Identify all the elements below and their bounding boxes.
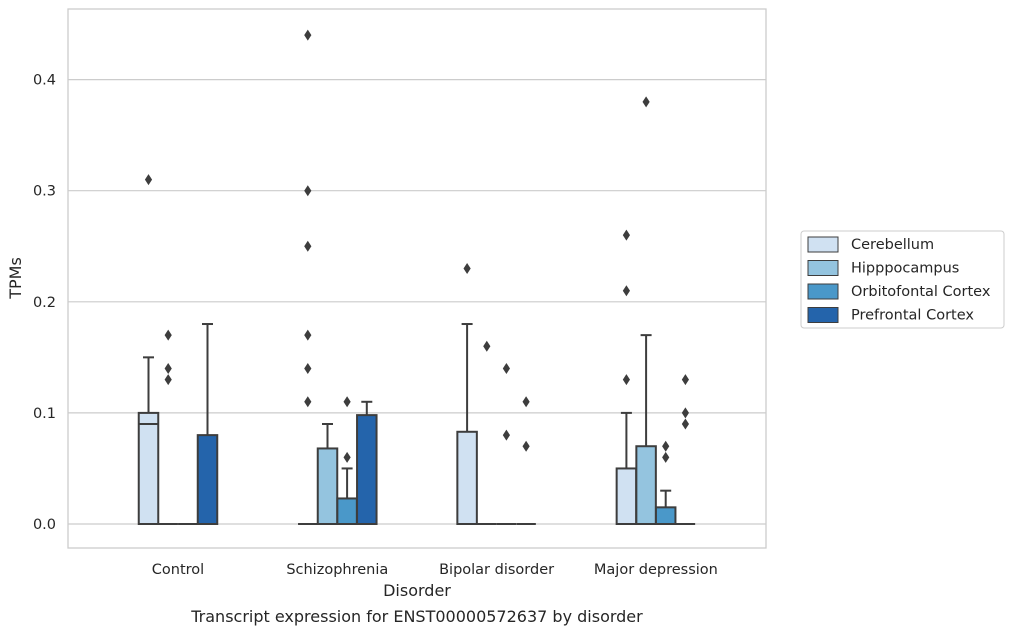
outlier-point [304,362,312,374]
x-tick-label: Schizophrenia [286,562,388,578]
box-body [137,411,160,525]
chart-caption: Transcript expression for ENST0000057263… [190,607,643,626]
outlier-point [144,174,153,186]
boxes [137,323,696,526]
box-body [316,447,339,525]
box-body [654,506,677,525]
box-prefrontal-cortex [196,323,219,525]
outlier-point [164,329,172,341]
gridlines [68,78,766,525]
x-axis-label: Disorder [383,581,451,600]
y-axis-label: TPMs [6,257,25,300]
outlier-point [483,340,491,352]
x-tick-label: Major depression [594,562,718,578]
box-body [615,467,638,526]
legend-label: Cerebellum [851,237,934,253]
y-tick-label: 0.2 [33,295,56,311]
outlier-point [681,374,689,386]
x-axis-ticks: Control Schizophrenia Bipolar disorder Majo… [152,562,718,578]
legend-label: Hipppocampus [851,261,959,277]
outlier-point [622,229,630,241]
legend-label: Prefrontal Cortex [851,308,974,324]
box-body [336,497,358,525]
outlier-point [304,329,312,341]
outlier-point [304,185,312,197]
outlier-point [502,362,510,374]
legend-swatch [807,260,839,276]
legend-frame [800,230,1005,329]
outlier-point [642,96,650,108]
y-tick-label: 0.4 [33,73,56,89]
outlier-point [681,407,689,419]
y-tick-label: 0.0 [33,517,56,533]
legend-label: Orbitofontal Cortex [851,284,991,300]
legend: Cerebellum Hipppocampus Orbitofontal Corte… [800,230,1005,329]
outlier-point [622,374,630,386]
box-prefrontal-cortex [356,400,378,526]
x-tick-label: Bipolar disorder [439,562,554,578]
box-hipppocampus [635,334,657,526]
y-axis-ticks: 0.0 0.1 0.2 0.3 0.4 [33,73,56,533]
legend-swatch [807,307,839,323]
box-body [356,414,378,526]
box-cerebellum [456,323,478,525]
outlier-point [304,240,312,252]
y-tick-label: 0.1 [33,406,56,422]
outlier-point [522,440,530,452]
outlier-point [622,285,630,297]
box-body [196,434,219,525]
legend-swatch [807,236,839,253]
outliers [144,29,689,463]
outlier-point [343,396,351,408]
outlier-point [522,396,530,408]
outlier-point [662,440,670,452]
plot-frame [67,8,767,549]
outlier-point [662,451,670,463]
box-cerebellum [137,356,160,525]
box-cerebellum [615,411,638,526]
box-orbitofontal-cortex [336,467,358,525]
outlier-point [343,451,351,463]
box-body [456,430,478,525]
outlier-point [164,374,172,386]
outlier-point [304,396,312,408]
legend-swatch [807,283,839,300]
outlier-point [463,262,471,274]
outlier-point [304,29,312,41]
box-hipppocampus [316,423,339,525]
y-tick-label: 0.3 [33,184,56,200]
outlier-point [164,362,172,374]
x-tick-label: Control [152,562,204,578]
outlier-point [502,429,510,441]
outlier-point [681,418,689,430]
box-body [635,445,657,526]
box-orbitofontal-cortex [654,489,677,525]
